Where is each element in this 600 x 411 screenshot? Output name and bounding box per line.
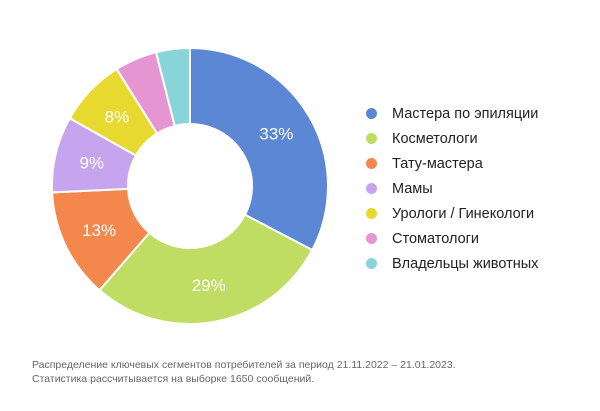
legend-item: Стоматологи <box>366 226 538 251</box>
data-label-4: 8% <box>105 107 130 126</box>
data-label-0: 33% <box>259 125 293 144</box>
legend-dot-icon <box>366 183 377 194</box>
legend-item: Урологи / Гинекологи <box>366 201 538 226</box>
legend-dot-icon <box>366 233 377 244</box>
legend-label: Владельцы животных <box>392 255 539 272</box>
legend-item: Косметологи <box>366 126 538 151</box>
data-label-3: 9% <box>79 154 104 173</box>
legend-dot-icon <box>366 208 377 219</box>
legend-label: Урологи / Гинекологи <box>392 205 535 222</box>
legend-item: Владельцы животных <box>366 251 538 276</box>
legend-dot-icon <box>366 133 377 144</box>
legend-dot-icon <box>366 108 377 119</box>
footnote-line-1: Распределение ключевых сегментов потреби… <box>32 359 456 371</box>
data-label-1: 29% <box>192 276 226 295</box>
legend-dot-icon <box>366 158 377 169</box>
legend-label: Мастера по эпиляции <box>392 105 539 122</box>
slice-0 <box>189 46 329 252</box>
legend-label: Стоматологи <box>392 230 480 247</box>
footnote: Распределение ключевых сегментов потреби… <box>32 358 456 386</box>
legend-label: Тату-мастера <box>392 155 483 172</box>
legend-item: Мастера по эпиляции <box>366 101 538 126</box>
legend-label: Мамы <box>392 180 433 197</box>
footnote-line-2: Статистика рассчитывается на выборке 165… <box>32 373 315 385</box>
legend-label: Косметологи <box>392 130 478 147</box>
legend-item: Мамы <box>366 176 538 201</box>
slice-1 <box>98 213 314 325</box>
legend: Мастера по эпиляции Косметологи Тату-масте… <box>366 101 538 276</box>
legend-item: Тату-мастера <box>366 151 538 176</box>
slice-6 <box>154 46 191 128</box>
legend-dot-icon <box>366 258 377 269</box>
data-label-2: 13% <box>82 221 116 240</box>
